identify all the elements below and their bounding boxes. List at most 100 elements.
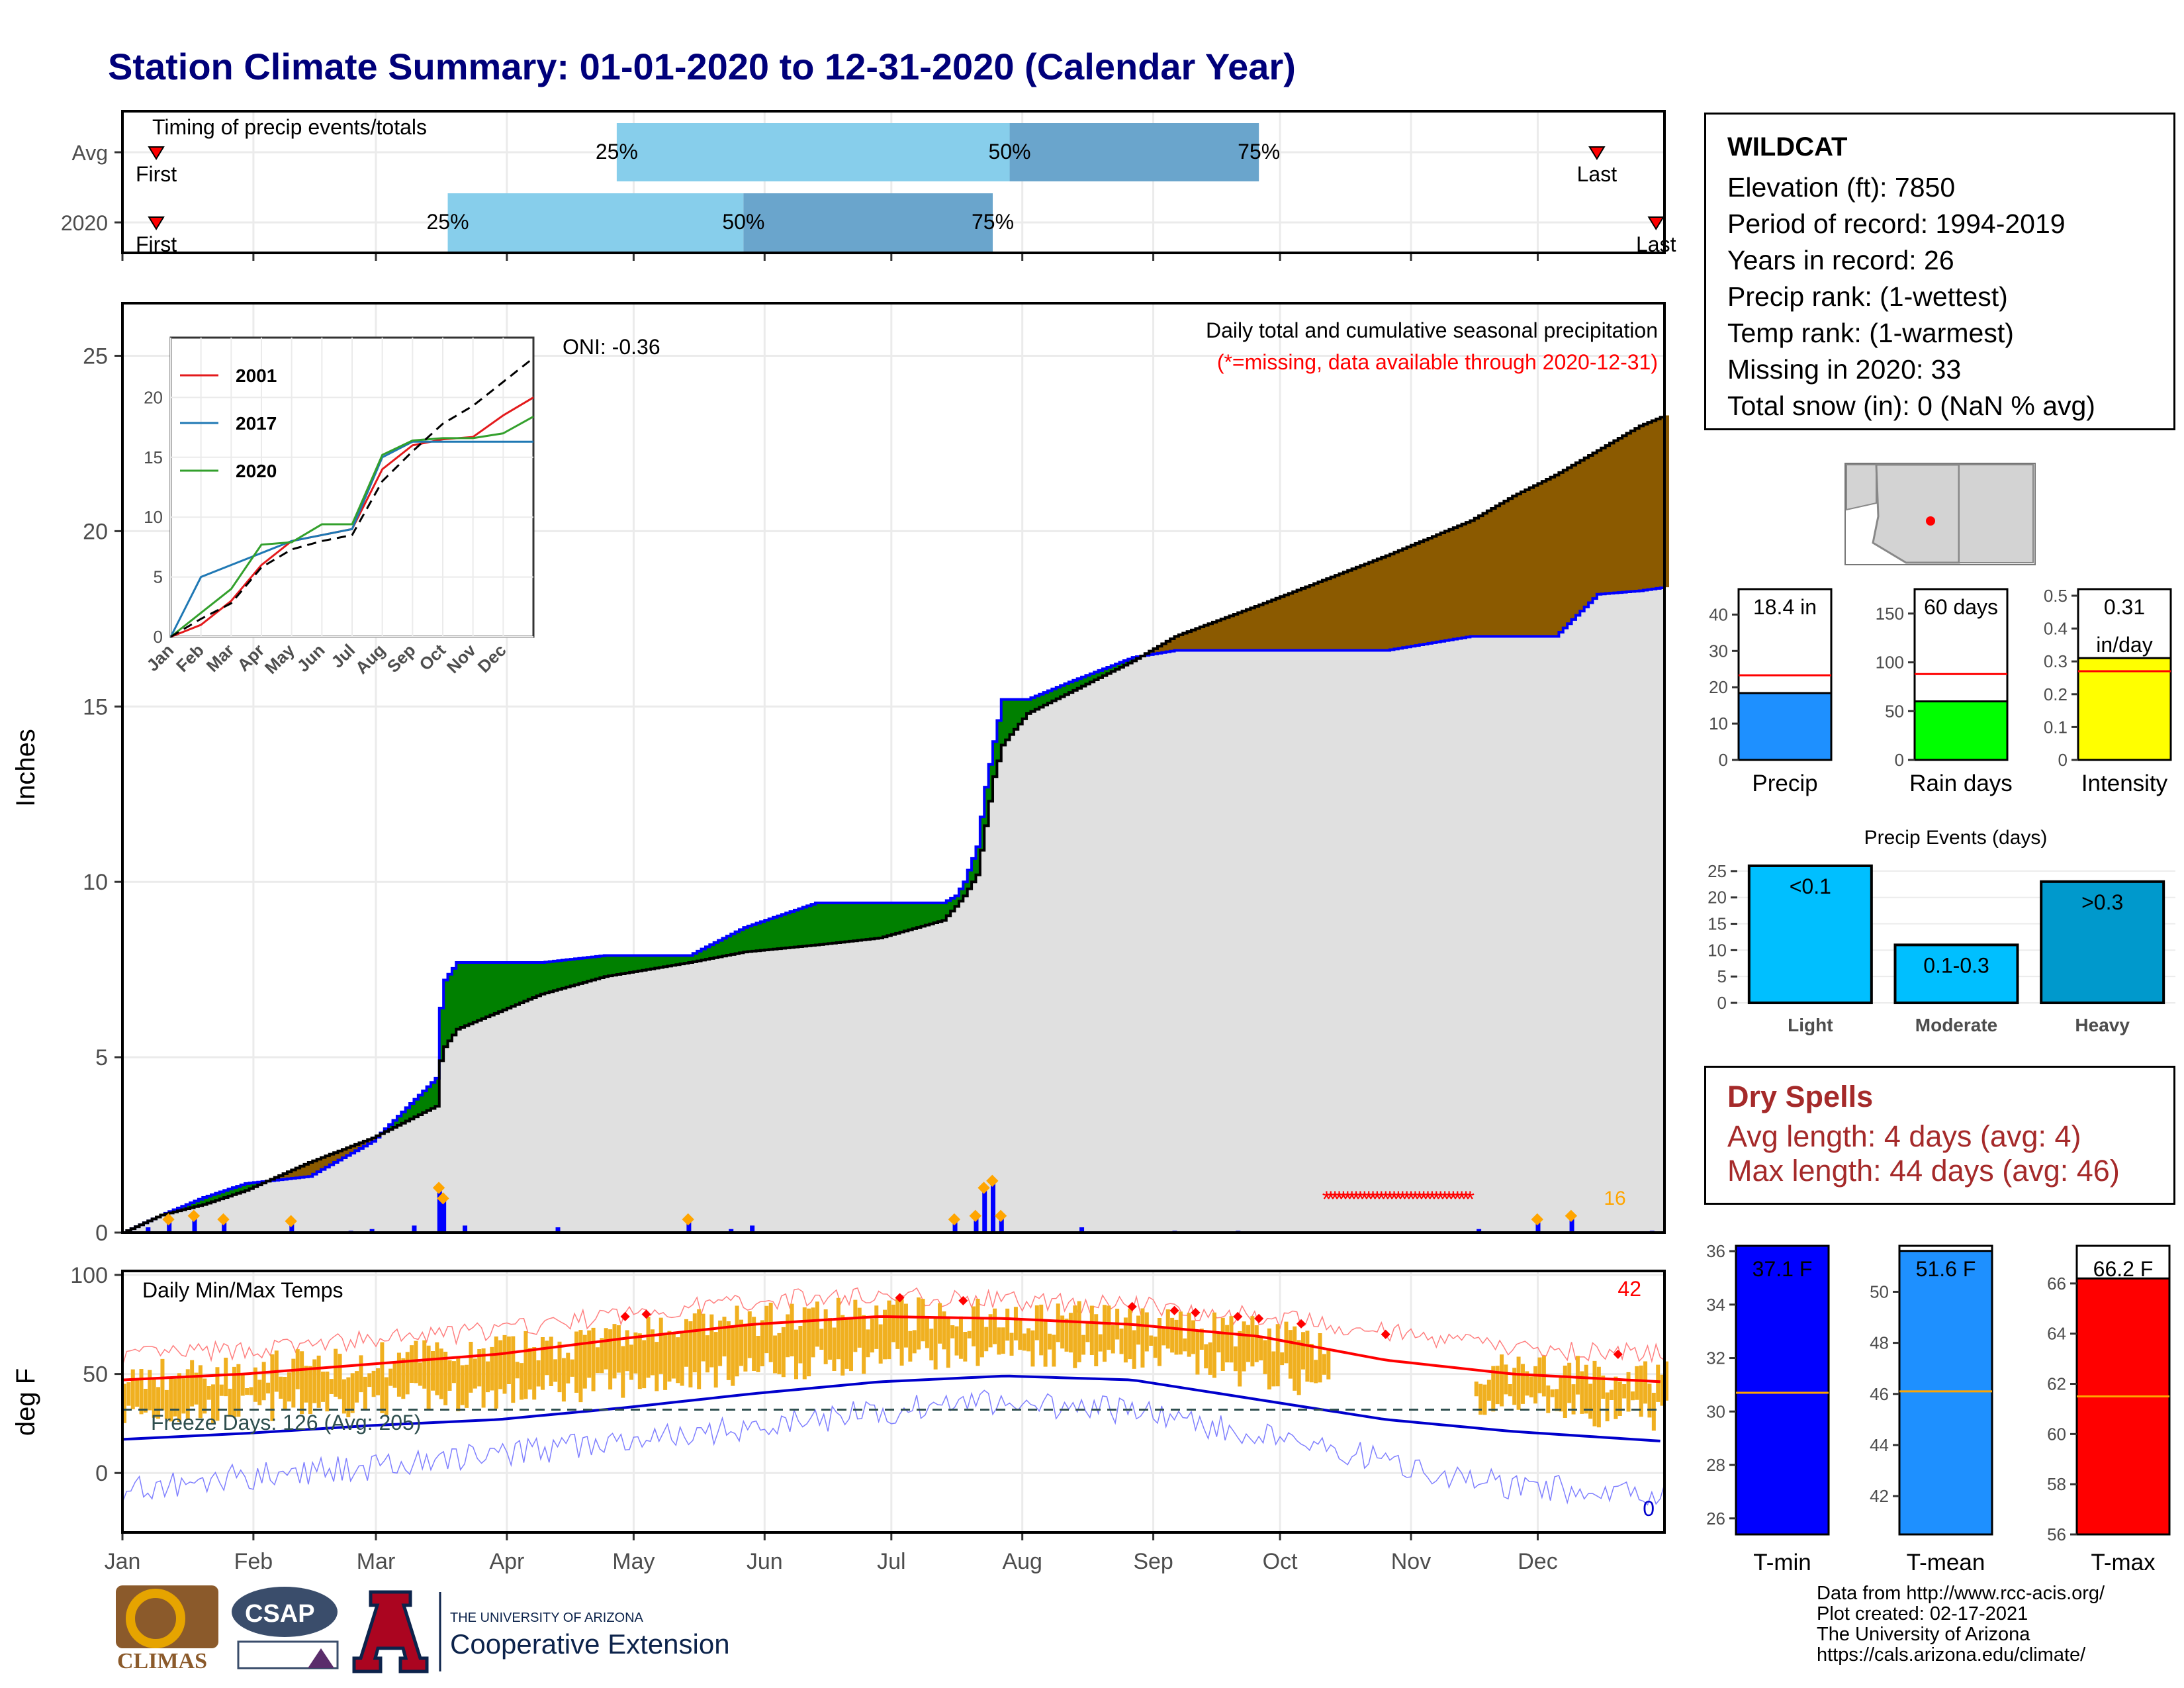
map-region-ca xyxy=(1846,464,1877,511)
cum-daily-bar xyxy=(686,1222,692,1233)
total-ytick-label: 20 xyxy=(1709,677,1728,697)
cum-missing-marker: * xyxy=(1326,1187,1335,1212)
tsum-ytick-label: 28 xyxy=(1706,1455,1725,1475)
cum-missing-marker: * xyxy=(1428,1187,1436,1212)
temp-xtick-label: Nov xyxy=(1391,1549,1431,1574)
total-ytick-label: 50 xyxy=(1885,701,1904,721)
total-ytick-label: 0.3 xyxy=(2044,651,2068,671)
tsum-bar xyxy=(1735,1244,1830,1536)
tsum-ytick-label: 44 xyxy=(1870,1435,1889,1455)
timing-bar-q1 xyxy=(616,123,1010,181)
inset-series-line xyxy=(170,357,534,638)
timing-label-75: 75% xyxy=(1238,140,1280,164)
cum-daily-marker xyxy=(682,1213,694,1226)
cum-daily-bar xyxy=(1535,1222,1541,1233)
dry-spells-avg: Avg length: 4 days (avg: 4) xyxy=(1727,1119,2081,1153)
cum-missing-marker: * xyxy=(1461,1187,1470,1212)
cum-daily-bar xyxy=(1477,1229,1482,1233)
cum-daily-bar xyxy=(982,1190,987,1233)
cum-daily-bar xyxy=(369,1229,375,1233)
cum-ytick-label: 20 xyxy=(83,519,108,544)
events-ytick-label: 20 xyxy=(1707,888,1727,908)
total-ytick-label: 0 xyxy=(1719,750,1728,770)
events-ytick-label: 0 xyxy=(1717,993,1727,1013)
station-line: Temp rank: (1-warmest) xyxy=(1727,318,2014,348)
cum-missing-marker: * xyxy=(1347,1187,1356,1212)
events-category-label: Moderate xyxy=(1915,1015,1997,1035)
cum-daily-bar xyxy=(437,1190,442,1233)
map-region-az xyxy=(1872,463,1960,564)
cum-daily-marker xyxy=(978,1182,990,1194)
totals-bar-charts: 0 10 20 30 40 18.4 in Precip 0 50 100 150 60 days Ra… xyxy=(1709,586,2172,796)
timing-category-label: 2020 xyxy=(61,211,108,235)
tsum-ytick-label: 32 xyxy=(1706,1348,1725,1368)
cum-missing-marker: * xyxy=(1445,1187,1453,1212)
tsum-ytick-label: 58 xyxy=(2047,1474,2066,1494)
total-category-label: Precip xyxy=(1752,771,1817,796)
cum-missing-marker: * xyxy=(1343,1187,1352,1212)
temp-record-min-line xyxy=(122,1389,1665,1506)
cum-missing-marker: * xyxy=(1330,1187,1339,1212)
cum-missing-marker: * xyxy=(1394,1187,1402,1212)
tsum-category-label: T-max xyxy=(2091,1550,2156,1575)
temp-xtick-label: Jul xyxy=(877,1549,905,1574)
temp-xtick-label: Mar xyxy=(357,1549,396,1574)
credit-line: Data from http://www.rcc-acis.org/ xyxy=(1817,1583,2105,1604)
total-ytick-label: 30 xyxy=(1709,641,1728,661)
credit-line: The University of Arizona xyxy=(1817,1624,2030,1645)
cum-daily-bar xyxy=(1569,1218,1574,1233)
ua-small-text: THE UNIVERSITY OF ARIZONA xyxy=(450,1611,644,1625)
timing-label-25: 25% xyxy=(596,140,638,164)
tsum-ytick-label: 46 xyxy=(1870,1384,1889,1404)
tsum-ytick-label: 30 xyxy=(1706,1401,1725,1421)
cum-missing-marker: * xyxy=(1453,1187,1462,1212)
cum-daily-bar xyxy=(289,1223,295,1233)
timing-marker-first xyxy=(148,216,165,230)
temp-xtick-label: Dec xyxy=(1518,1549,1557,1574)
station-line: Missing in 2020: 33 xyxy=(1727,354,1962,385)
temperature-panel: Jan Feb Mar Apr May Jun Jul Aug Sep Oct Nov Dec 0 50 1… xyxy=(11,1263,1668,1574)
climas-logo-text: CLIMAS xyxy=(117,1649,207,1673)
timing-category-label: Avg xyxy=(71,141,108,165)
total-ytick-label: 10 xyxy=(1709,714,1728,733)
cum-oni: ONI: -0.36 xyxy=(563,335,660,359)
station-line: Period of record: 1994-2019 xyxy=(1727,209,2066,239)
cum-missing-marker: * xyxy=(1373,1187,1381,1212)
total-ytick-label: 0 xyxy=(1895,750,1904,770)
dry-spells-box: Dry Spells Avg length: 4 days (avg: 4) M… xyxy=(1704,1066,2175,1205)
cum-ytick-label: 25 xyxy=(83,344,108,369)
total-value-label: 0.31 xyxy=(2104,595,2145,619)
cum-daily-marker xyxy=(986,1174,999,1188)
cum-missing-count: 16 xyxy=(1604,1188,1625,1209)
total-bar xyxy=(1737,692,1833,761)
cum-observed-area xyxy=(122,587,1664,1233)
temp-record-marker xyxy=(641,1309,651,1319)
dry-spells-title: Dry Spells xyxy=(1727,1080,1874,1113)
temp-record-marker xyxy=(895,1293,905,1303)
temp-ylabel: deg F xyxy=(11,1368,40,1436)
tsum-ytick-label: 60 xyxy=(2047,1424,2066,1444)
temp-record-marker xyxy=(1296,1319,1306,1329)
cum-missing-marker: * xyxy=(1415,1187,1424,1212)
cum-missing-marker: * xyxy=(1406,1187,1415,1212)
cum-missing-marker: * xyxy=(1398,1187,1407,1212)
credits: Data from http://www.rcc-acis.org/ Plot … xyxy=(1817,1583,2105,1665)
cum-daily-bar xyxy=(146,1227,151,1233)
cum-daily-marker xyxy=(969,1209,981,1222)
ua-big-text: Cooperative Extension xyxy=(450,1628,730,1660)
tsum-bar xyxy=(2075,1277,2171,1536)
cum-missing-marker: * xyxy=(1385,1187,1394,1212)
cum-missing-marker: * xyxy=(1424,1187,1432,1212)
tsum-ytick-label: 48 xyxy=(1870,1333,1889,1353)
map-region-nm xyxy=(1958,464,2034,563)
temp-record-marker xyxy=(1127,1301,1137,1311)
cum-daily-bar xyxy=(463,1225,468,1233)
cum-ytick-label: 10 xyxy=(83,870,108,895)
temp-daily-range-bars xyxy=(122,1297,1668,1431)
cum-missing-marker: * xyxy=(1436,1187,1445,1212)
cum-missing-marker: * xyxy=(1440,1187,1449,1212)
cum-missing-marker: * xyxy=(1377,1187,1386,1212)
cum-average-line xyxy=(122,415,1666,1234)
timing-bar-q2 xyxy=(1009,123,1259,181)
cum-daily-bar xyxy=(991,1183,996,1233)
